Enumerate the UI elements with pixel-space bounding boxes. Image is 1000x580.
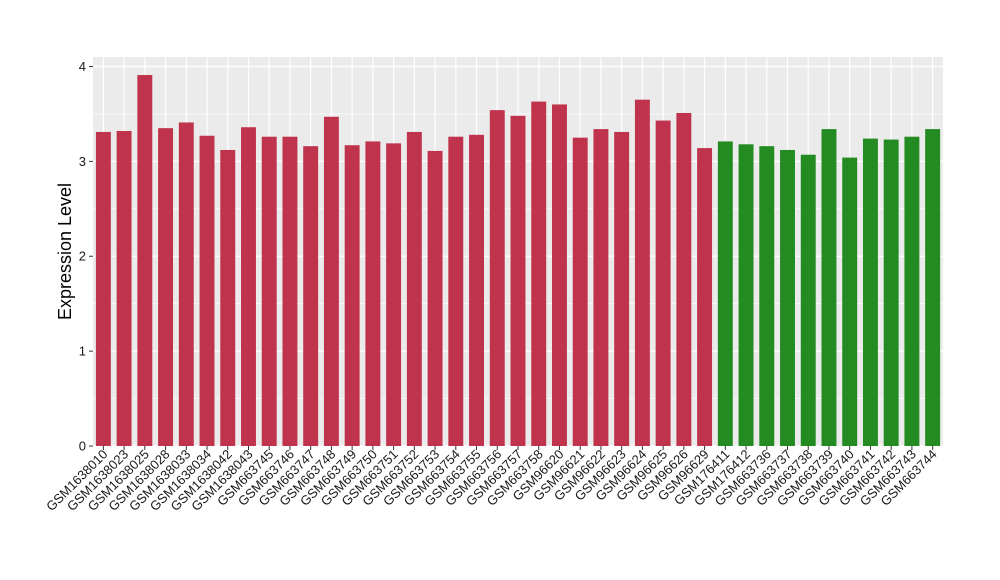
bar-GSM663757 <box>510 115 526 446</box>
bar-GSM663747 <box>303 146 319 446</box>
bar-GSM1638042 <box>220 149 236 447</box>
bar-GSM1638034 <box>199 135 215 446</box>
bar-GSM663758 <box>531 101 547 446</box>
bar-GSM663746 <box>282 136 298 446</box>
bar-GSM96626 <box>676 112 692 446</box>
bar-GSM96620 <box>552 104 567 446</box>
bar-GSM96623 <box>614 131 630 446</box>
bar-GSM663748 <box>323 116 339 447</box>
bar-GSM176411 <box>717 141 733 446</box>
bar-GSM663740 <box>842 157 858 446</box>
bar-GSM663736 <box>759 146 775 446</box>
bar-GSM1638028 <box>158 128 174 446</box>
bars <box>95 75 941 447</box>
y-tick-label: 0 <box>79 439 86 454</box>
bar-GSM96629 <box>697 148 713 446</box>
bar-GSM663737 <box>780 149 795 447</box>
bar-GSM663744 <box>925 129 941 447</box>
x-axis: GSM1638010GSM1638023GSM1638025GSM1638028… <box>43 446 940 514</box>
y-tick-label: 1 <box>79 344 86 359</box>
bar-GSM96624 <box>634 99 650 446</box>
bar-GSM663749 <box>344 145 360 447</box>
y-tick-label: 2 <box>79 249 86 264</box>
bar-GSM663750 <box>365 141 381 446</box>
bar-GSM663751 <box>386 143 402 446</box>
bar-GSM663756 <box>489 110 505 446</box>
bar-GSM663741 <box>862 138 878 446</box>
bar-GSM176412 <box>738 144 754 446</box>
bar-GSM663739 <box>821 129 837 447</box>
bar-GSM663755 <box>469 134 484 447</box>
bar-GSM1638043 <box>241 127 256 447</box>
bar-GSM663742 <box>883 139 899 447</box>
bar-GSM663745 <box>261 136 277 446</box>
bar-GSM1638023 <box>116 131 132 446</box>
bar-GSM663754 <box>448 136 464 446</box>
y-tick-label: 4 <box>79 59 86 74</box>
bar-GSM663752 <box>406 131 422 446</box>
y-axis-title: Expression Level <box>55 183 75 320</box>
bar-GSM1638010 <box>95 131 111 446</box>
bar-GSM96622 <box>593 129 609 447</box>
bar-GSM1638025 <box>137 75 153 447</box>
y-axis: 0 1 2 3 4 <box>79 59 93 454</box>
bar-GSM663738 <box>800 154 816 446</box>
bar-GSM1638033 <box>178 122 194 446</box>
y-tick-label: 3 <box>79 154 86 169</box>
bar-GSM663743 <box>904 136 920 446</box>
bar-GSM96621 <box>572 137 588 446</box>
bar-GSM663753 <box>427 150 443 447</box>
bar-GSM96625 <box>655 120 671 446</box>
